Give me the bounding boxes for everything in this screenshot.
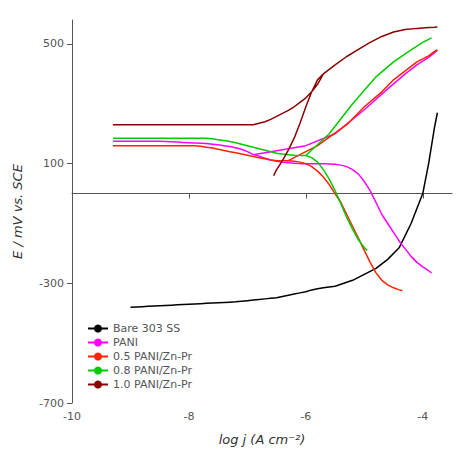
svg-text:0.8 PANI/Zn-Pr: 0.8 PANI/Zn-Pr <box>113 364 193 377</box>
svg-text:-10: -10 <box>63 410 81 423</box>
svg-text:E / mV vs. SCE: E / mV vs. SCE <box>10 163 25 259</box>
svg-text:-700: -700 <box>39 397 64 410</box>
svg-text:1.0 PANI/Zn-Pr: 1.0 PANI/Zn-Pr <box>113 378 193 391</box>
svg-text:-4: -4 <box>417 410 428 423</box>
svg-text:log j (A cm⁻²): log j (A cm⁻²) <box>219 432 306 447</box>
svg-text:PANI: PANI <box>113 336 138 349</box>
svg-text:-6: -6 <box>300 410 311 423</box>
svg-text:-300: -300 <box>39 277 64 290</box>
svg-text:0.5 PANI/Zn-Pr: 0.5 PANI/Zn-Pr <box>113 350 193 363</box>
svg-text:-8: -8 <box>183 410 194 423</box>
svg-text:500: 500 <box>43 37 64 50</box>
svg-text:Bare 303 SS: Bare 303 SS <box>113 322 180 335</box>
svg-text:100: 100 <box>43 157 64 170</box>
